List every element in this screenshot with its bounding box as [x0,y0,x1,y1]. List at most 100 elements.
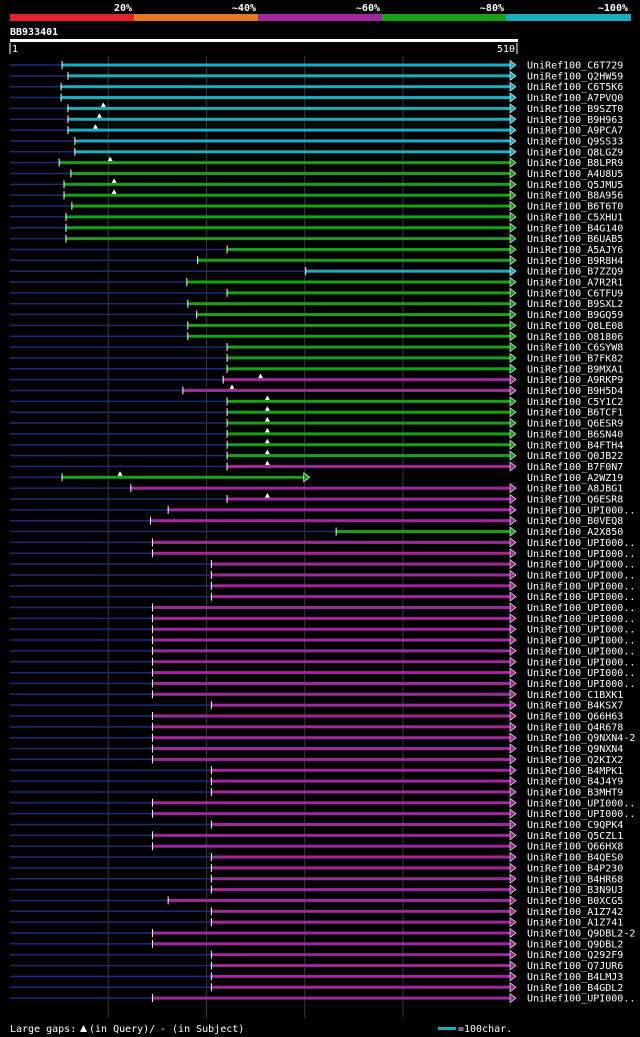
hit-row[interactable]: UniRef100_C6T5K6 [10,81,623,93]
hit-row[interactable]: UniRef100_B9H5D4 [10,384,623,398]
hit-label[interactable]: UniRef100_A2X850 [527,527,623,538]
hit-row[interactable]: UniRef100_UPI000.. [10,591,635,603]
hit-label[interactable]: UniRef100_Q5JMU5 [527,180,623,191]
hit-label[interactable]: UniRef100_B0VEQ8 [527,516,623,527]
hit-label[interactable]: UniRef100_Q7JUR6 [527,961,623,972]
hit-row[interactable]: UniRef100_B7ZZQ9 [10,266,623,278]
hit-row[interactable]: UniRef100_Q5CZL1 [10,830,623,842]
hit-label[interactable]: UniRef100_C6SYW8 [527,343,623,354]
hit-label[interactable]: UniRef100_B6T6T0 [527,202,623,213]
hit-row[interactable]: UniRef100_B4FTH4 [10,438,623,452]
hit-label[interactable]: UniRef100_B0XCG5 [527,896,623,907]
hit-row[interactable]: UniRef100_Q6ESR8 [10,493,623,506]
hit-row[interactable]: UniRef100_UPI000.. [10,504,635,516]
hit-row[interactable]: UniRef100_Q5JMU5 [10,178,623,191]
hit-row[interactable]: UniRef100_Q7JUR6 [10,960,623,972]
hit-row[interactable]: UniRef100_B6TCF1 [10,406,623,419]
hit-label[interactable]: UniRef100_B6UAB5 [527,234,623,245]
hit-label[interactable]: UniRef100_B7FK82 [527,353,623,364]
hit-label[interactable]: UniRef100_UPI000.. [527,809,635,820]
hit-row[interactable]: UniRef100_B3MHT9 [10,786,623,798]
hit-label[interactable]: UniRef100_B4MPK1 [527,766,623,777]
hit-row[interactable]: UniRef100_B9R8H4 [10,255,623,267]
hit-row[interactable]: UniRef100_B4J4Y9 [10,775,623,788]
hit-label[interactable]: UniRef100_B9H5D4 [527,386,623,397]
hit-row[interactable]: UniRef100_A5AJY6 [10,244,623,256]
hit-label[interactable]: UniRef100_B9SZT0 [527,104,623,115]
hit-row[interactable]: UniRef100_B6SN40 [10,427,623,441]
hit-label[interactable]: UniRef100_B8LPR9 [527,158,623,169]
hit-row[interactable]: UniRef100_B9SXL2 [10,298,623,310]
hit-label[interactable]: UniRef100_B4HR68 [527,874,623,885]
hit-row[interactable]: UniRef100_UPI000.. [10,569,635,581]
hit-label[interactable]: UniRef100_Q0JB22 [527,451,623,462]
hit-row[interactable]: UniRef100_A9PCA7 [10,124,623,137]
hit-row[interactable]: UniRef100_O81806 [10,331,623,343]
hit-label[interactable]: UniRef100_A2WZ19 [527,473,623,484]
hit-label[interactable]: UniRef100_Q8LE08 [527,321,623,332]
hit-label[interactable]: UniRef100_B9H963 [527,115,623,126]
hit-label[interactable]: UniRef100_A9PCA7 [527,126,623,137]
hit-row[interactable]: UniRef100_UPI000.. [10,613,635,625]
hit-row[interactable]: UniRef100_C6SYW8 [10,342,623,354]
hit-label[interactable]: UniRef100_B7ZZQ9 [527,267,623,278]
hit-label[interactable]: UniRef100_B3N9U3 [527,885,623,896]
hit-row[interactable]: UniRef100_B4KSX7 [10,700,623,712]
hit-label[interactable]: UniRef100_Q9NXN4-2 [527,733,635,744]
hit-row[interactable]: UniRef100_Q6ESR9 [10,417,623,430]
hit-row[interactable]: UniRef100_B8LPR9 [10,156,623,170]
hit-label[interactable]: UniRef100_Q4R678 [527,722,623,733]
hit-label[interactable]: UniRef100_A4U8U5 [527,169,623,180]
hit-row[interactable]: UniRef100_UPI000.. [10,537,635,549]
hit-row[interactable]: UniRef100_C9QPK4 [10,819,623,831]
hit-label[interactable]: UniRef100_B4FTH4 [527,440,623,451]
hit-label[interactable]: UniRef100_UPI000.. [527,570,635,581]
hit-label[interactable]: UniRef100_C5Y1C2 [527,397,623,408]
hit-label[interactable]: UniRef100_B3MHT9 [527,787,623,798]
hit-row[interactable]: UniRef100_Q2HW59 [10,70,623,82]
hit-row[interactable]: UniRef100_B9H963 [10,113,623,126]
hit-label[interactable]: UniRef100_A1Z741 [527,918,623,929]
hit-label[interactable]: UniRef100_A7R2R1 [527,278,623,289]
hit-row[interactable]: UniRef100_B8A956 [10,189,623,202]
hit-label[interactable]: UniRef100_C9QPK4 [527,820,623,831]
hit-row[interactable]: UniRef100_Q2KIX2 [10,754,623,766]
hit-row[interactable]: UniRef100_B4GDL2 [10,982,623,994]
hit-label[interactable]: UniRef100_B4G140 [527,223,623,234]
hit-label[interactable]: UniRef100_UPI000.. [527,549,635,560]
hit-row[interactable]: UniRef100_UPI000.. [10,634,635,647]
hit-label[interactable]: UniRef100_B7F0N7 [527,462,623,473]
hit-label[interactable]: UniRef100_Q66H63 [527,712,623,723]
hit-label[interactable]: UniRef100_UPI000.. [527,560,635,571]
hit-label[interactable]: UniRef100_Q9DBL2 [527,939,623,950]
hit-row[interactable]: UniRef100_UPI000.. [10,548,635,560]
hit-row[interactable]: UniRef100_A7R2R1 [10,276,623,289]
hit-label[interactable]: UniRef100_Q8LGZ9 [527,147,623,158]
hit-label[interactable]: UniRef100_O81806 [527,332,623,343]
hit-label[interactable]: UniRef100_Q6ESR9 [527,419,623,430]
hit-label[interactable]: UniRef100_A1Z742 [527,907,623,918]
hit-label[interactable]: UniRef100_Q5CZL1 [527,831,623,842]
hit-row[interactable]: UniRef100_UPI000.. [10,656,635,668]
hit-label[interactable]: UniRef100_C6T5K6 [527,82,623,93]
hit-label[interactable]: UniRef100_Q66HX8 [527,842,623,853]
hit-row[interactable]: UniRef100_A1Z742 [10,906,623,918]
hit-row[interactable]: UniRef100_C6T729 [10,59,623,72]
hit-row[interactable]: UniRef100_Q9NXN4-2 [10,732,635,744]
hit-label[interactable]: UniRef100_B4KSX7 [527,701,623,712]
hit-row[interactable]: UniRef100_A9RKP9 [10,373,623,387]
hit-label[interactable]: UniRef100_B4GDL2 [527,983,623,994]
hit-row[interactable]: UniRef100_B4G140 [10,222,623,234]
hit-row[interactable]: UniRef100_Q66H63 [10,710,623,723]
hit-label[interactable]: UniRef100_UPI000.. [527,592,635,603]
hit-row[interactable]: UniRef100_A1Z741 [10,917,623,929]
hit-row[interactable]: UniRef100_A2WZ19 [10,471,623,484]
hit-label[interactable]: UniRef100_B8A956 [527,191,623,202]
hit-row[interactable]: UniRef100_UPI000.. [10,558,635,571]
hit-label[interactable]: UniRef100_UPI000.. [527,646,635,657]
hit-row[interactable]: UniRef100_Q9DBL2-2 [10,927,635,940]
hit-row[interactable]: UniRef100_C5XHU1 [10,211,623,223]
hit-row[interactable]: UniRef100_B9SZT0 [10,102,623,115]
hit-label[interactable]: UniRef100_UPI000.. [527,614,635,625]
hit-label[interactable]: UniRef100_B4P230 [527,863,623,874]
